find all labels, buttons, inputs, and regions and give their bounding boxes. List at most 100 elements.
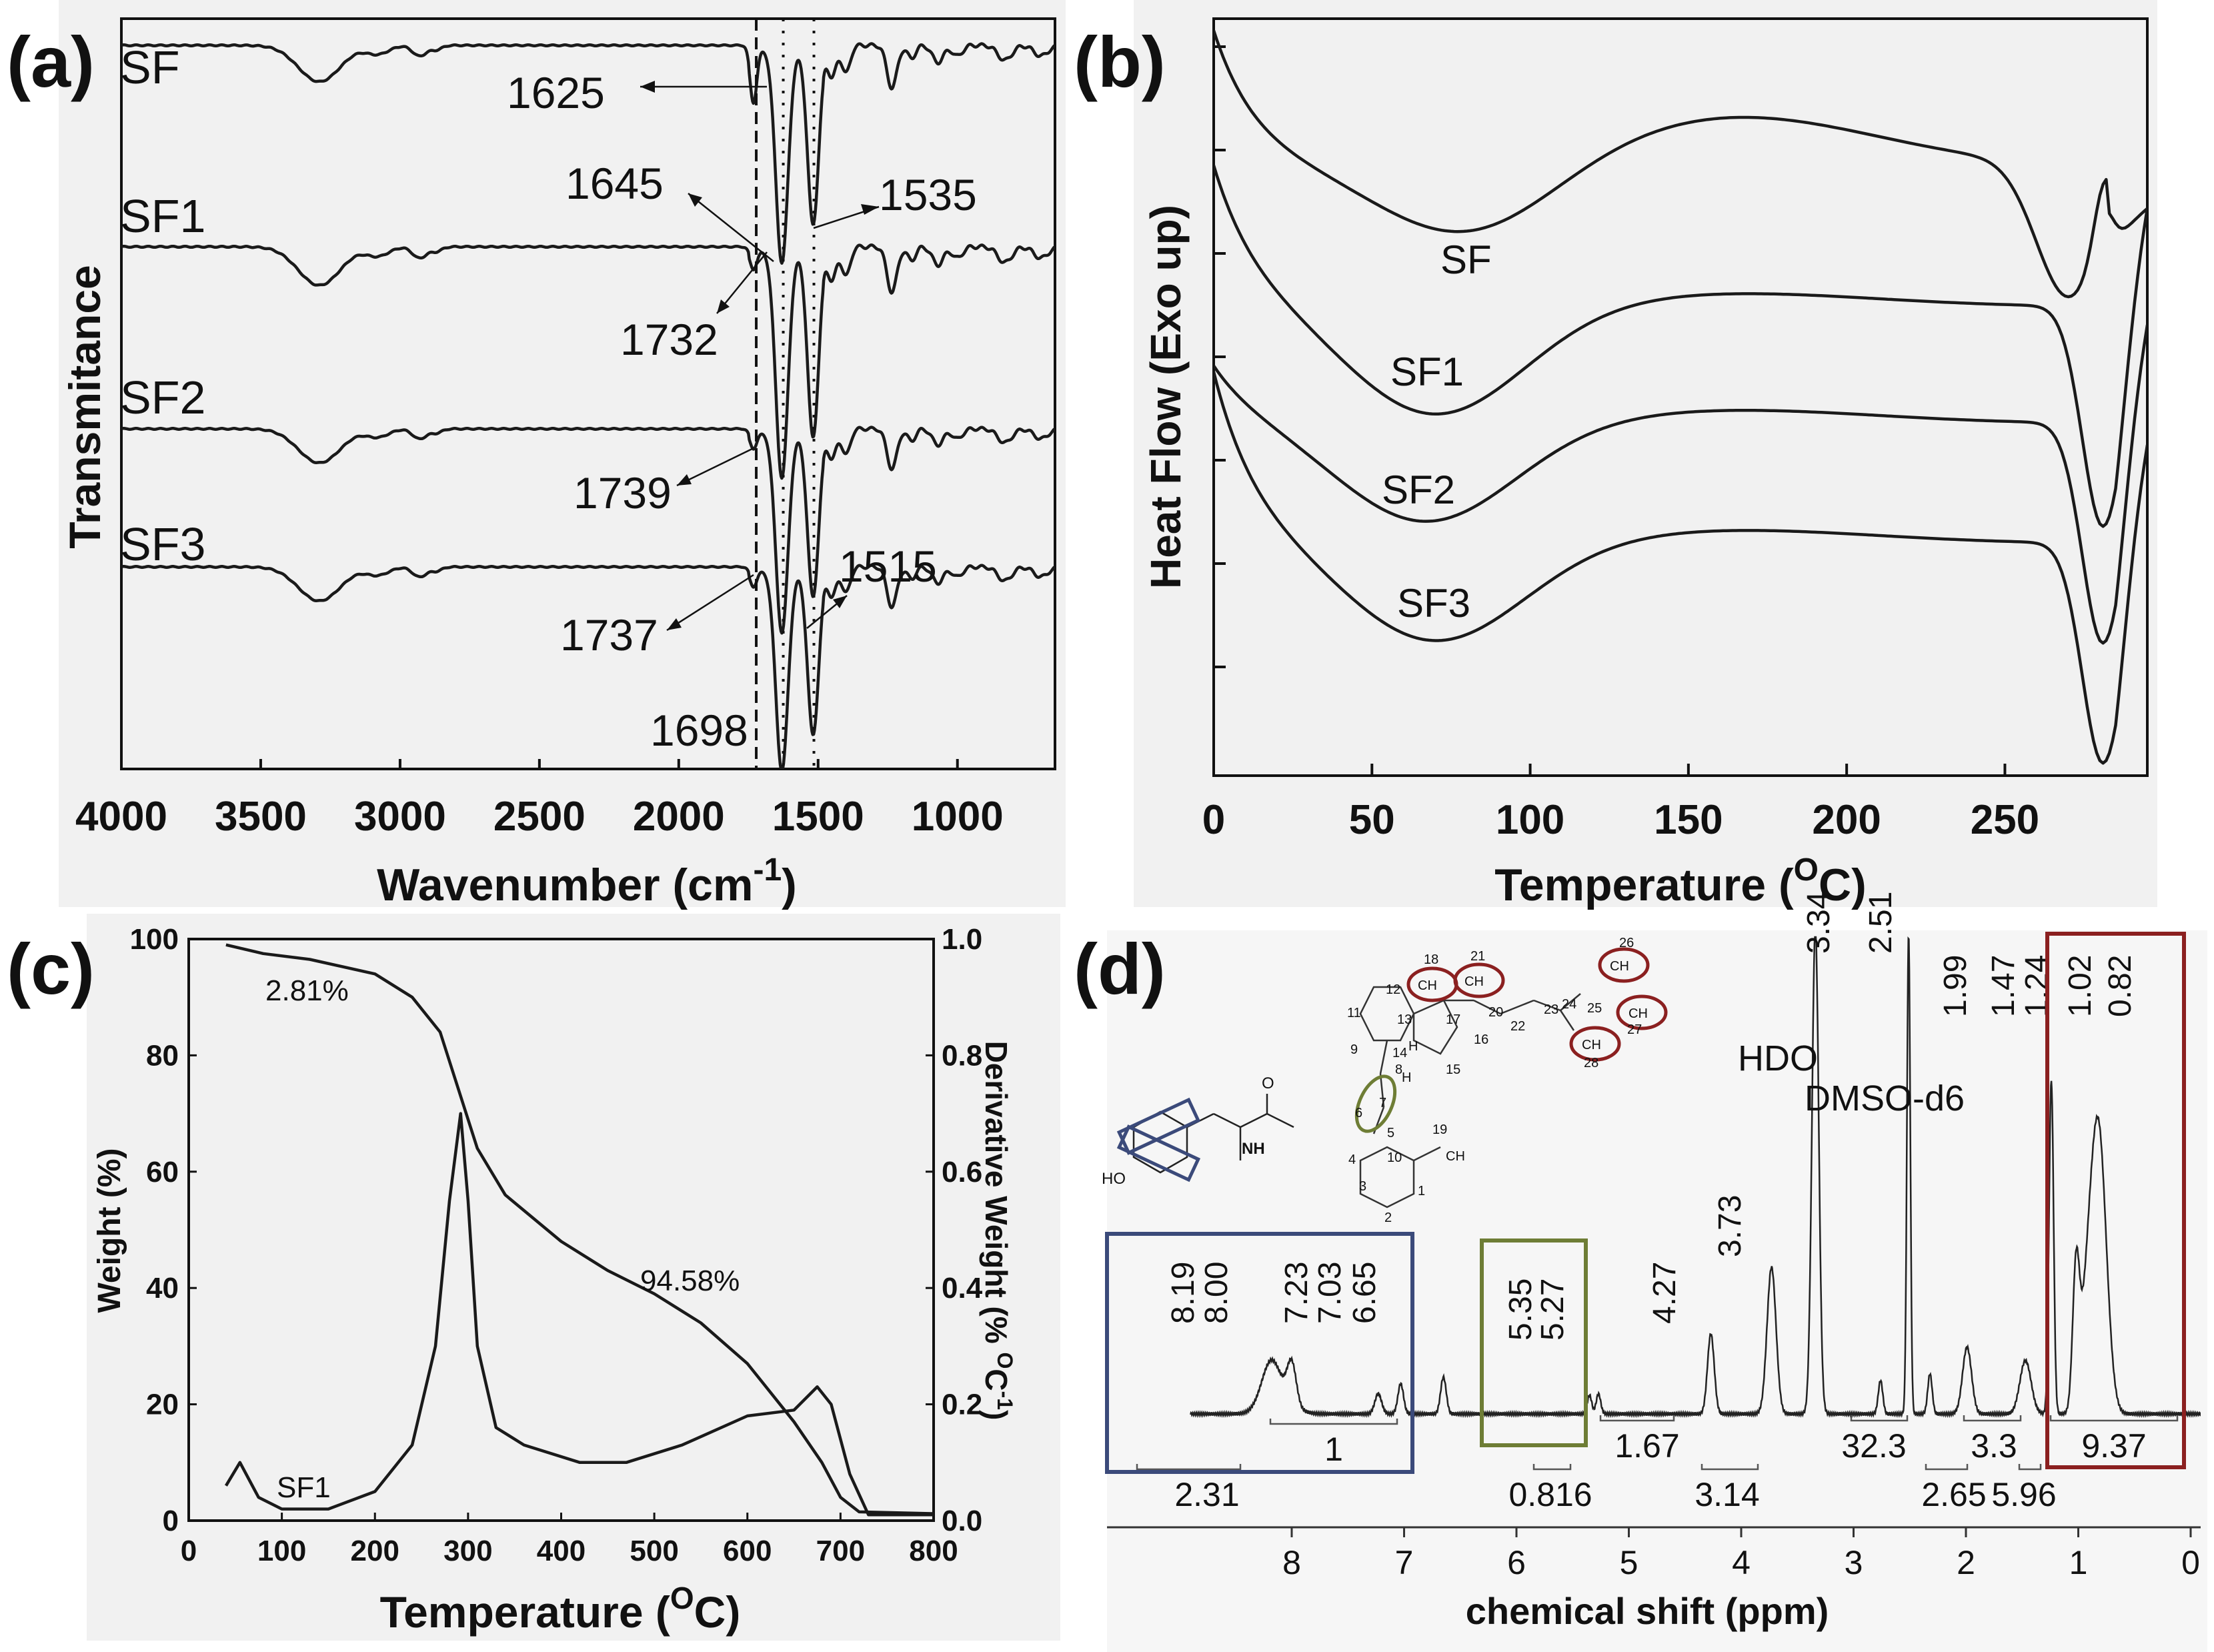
annotation-1625: 1625	[507, 68, 605, 117]
panel-b-y-axis-label: Heat Flow (Exo up)	[1142, 205, 1190, 589]
integral-bracket	[1701, 1464, 1759, 1471]
annotation-1732: 1732	[620, 315, 718, 364]
panel-a-x-ticks: 4000 3500 3000 2500 2000 1500 1000	[75, 759, 1004, 840]
arrow-1737-head	[667, 618, 682, 630]
integral-value: 3.14	[1695, 1476, 1759, 1513]
c-y-tick-label: 0	[163, 1505, 179, 1537]
atom-number: H	[1402, 1070, 1411, 1085]
nmr-spectrum-line	[1190, 936, 2201, 1419]
ch2-label-19: CH	[1446, 1149, 1465, 1164]
atom-number: 17	[1446, 1012, 1460, 1027]
d-tick-label: 0	[2181, 1544, 2200, 1581]
integral-bracket	[1269, 1419, 1398, 1425]
atom-number: 7	[1379, 1096, 1386, 1110]
peak-label: 3.73	[1713, 1195, 1748, 1257]
olefinic-region-box	[1480, 1238, 1588, 1447]
d-tick-label: 8	[1282, 1544, 1301, 1581]
peak-label: 6.65	[1347, 1262, 1382, 1324]
panel-c-curves	[224, 943, 934, 1517]
integral-bracket	[1925, 1464, 1969, 1471]
integral-bracket	[1532, 1464, 1572, 1471]
peak-label: 1.02	[2063, 955, 2098, 1017]
panel-a: (a) 4000 3500 3000 2500 2000 1500 1000 SF SF1 …	[7, 0, 1066, 910]
atom-number: 12	[1386, 982, 1400, 997]
annotation-1698: 1698	[650, 706, 748, 755]
d-tick-label: 3	[1845, 1544, 1863, 1581]
panel-b-x-axis-label: Temperature (OC)	[1494, 852, 1867, 910]
peak-label: 2.51	[1863, 892, 1899, 954]
atom-number: 23	[1544, 1002, 1558, 1017]
arrow-1535-head	[861, 204, 879, 215]
panel-a-reference-lines	[755, 19, 816, 769]
dsc-curve-sf3	[1214, 371, 2147, 765]
annotation-sf1: SF1	[277, 1471, 331, 1504]
arrow-1625-head	[640, 81, 655, 93]
integral-value: 1	[1324, 1431, 1343, 1468]
panel-a-x-axis-label: Wavenumber (cm-1)	[377, 852, 797, 910]
atom-number: 11	[1347, 1006, 1361, 1020]
atom-number: 3	[1359, 1179, 1366, 1194]
peak-label: 0.82	[2103, 955, 2138, 1017]
peak-label: 5.35	[1503, 1279, 1538, 1341]
atom-number: 2	[1384, 1210, 1392, 1225]
atom-number: 6	[1355, 1106, 1362, 1120]
panel-b-x-ticks: 0 50 100 150 200 250	[1202, 764, 2039, 843]
panel-c-y-axis-label: Weight (%)	[92, 1148, 127, 1313]
c-x-tick-label: 600	[723, 1535, 772, 1567]
ch3-label-21: CH	[1464, 974, 1484, 989]
nmr-integrals: 2.31 1 0.816 1.67 3.14 32.3 2.65 3.3 5.96 9.37	[1136, 1415, 2179, 1513]
panel-c-label: (c)	[7, 928, 95, 1009]
ftir-curve-sf3	[121, 564, 1055, 769]
annotation-1739: 1739	[574, 468, 672, 518]
d-tick-label: 6	[1507, 1544, 1526, 1581]
series-label-sf3: SF3	[120, 518, 205, 570]
series-label-sf: SF	[120, 41, 179, 93]
panel-a-y-axis-label: Transmitance	[60, 265, 109, 549]
d-tick-label: 2	[1957, 1544, 1975, 1581]
a-tick-label: 4000	[75, 794, 167, 840]
atom-number: 8	[1395, 1062, 1402, 1077]
a-tick-label: 2000	[633, 794, 725, 840]
atom-number: 20	[1488, 1005, 1503, 1020]
dsc-label-sf1: SF1	[1390, 349, 1464, 394]
chemical-structure-vitamin-d2	[1354, 947, 1668, 1208]
c-y-tick-label: 80	[146, 1039, 179, 1072]
d-tick-label: 1	[2069, 1544, 2088, 1581]
atom-number: 22	[1510, 1019, 1525, 1034]
c-y2-tick-label: 0.2	[942, 1389, 982, 1421]
a-tick-label: 3500	[215, 794, 307, 840]
atom-number: 13	[1397, 1012, 1412, 1027]
atom-number: 15	[1446, 1062, 1460, 1077]
arrow-1515-head	[833, 596, 847, 608]
panel-d-x-axis: 8 7 6 5 4 3 2 1 0	[1107, 1526, 2201, 1581]
atom-number: 18	[1424, 952, 1438, 967]
ch3-label-28: CH	[1582, 1038, 1601, 1052]
atom-number: 4	[1348, 1152, 1356, 1167]
ch3-label-27: CH	[1628, 1006, 1648, 1021]
panel-a-plot-frame	[120, 17, 1056, 770]
ftir-curve-sf2	[121, 426, 1055, 635]
a-tick-label: 3000	[354, 794, 446, 840]
integral-value: 2.31	[1174, 1476, 1239, 1513]
c-y-tick-label: 40	[146, 1272, 179, 1305]
dsc-label-sf2: SF2	[1382, 468, 1455, 512]
annotation-1515: 1515	[839, 542, 937, 591]
panel-b: (b) 0 50 100 150 200 250 SF SF1 SF2 SF3 Heat …	[1074, 0, 2157, 910]
c-x-tick-label: 800	[909, 1535, 958, 1567]
panel-b-plot-frame	[1212, 17, 2149, 777]
c-x-tick-label: 200	[351, 1535, 399, 1567]
c-y2-tick-label: 0.8	[942, 1039, 982, 1072]
ftir-curve-sf	[121, 42, 1055, 265]
atom-number: 5	[1387, 1126, 1394, 1140]
panel-d-label: (d)	[1074, 928, 1166, 1009]
integral-value: 3.3	[1971, 1427, 2017, 1465]
atom-number: 16	[1474, 1032, 1488, 1047]
arrow-1645-head	[688, 193, 702, 207]
b-tick-label: 200	[1812, 797, 1881, 843]
b-tick-label: 50	[1349, 797, 1395, 843]
c-y2-tick-label: 1.0	[942, 923, 982, 956]
atom-number: 21	[1470, 949, 1485, 964]
ftir-curve-sf1	[121, 243, 1055, 480]
panel-c-y2-axis-label: Derivative Weight (% OC-1)	[979, 1041, 1017, 1421]
